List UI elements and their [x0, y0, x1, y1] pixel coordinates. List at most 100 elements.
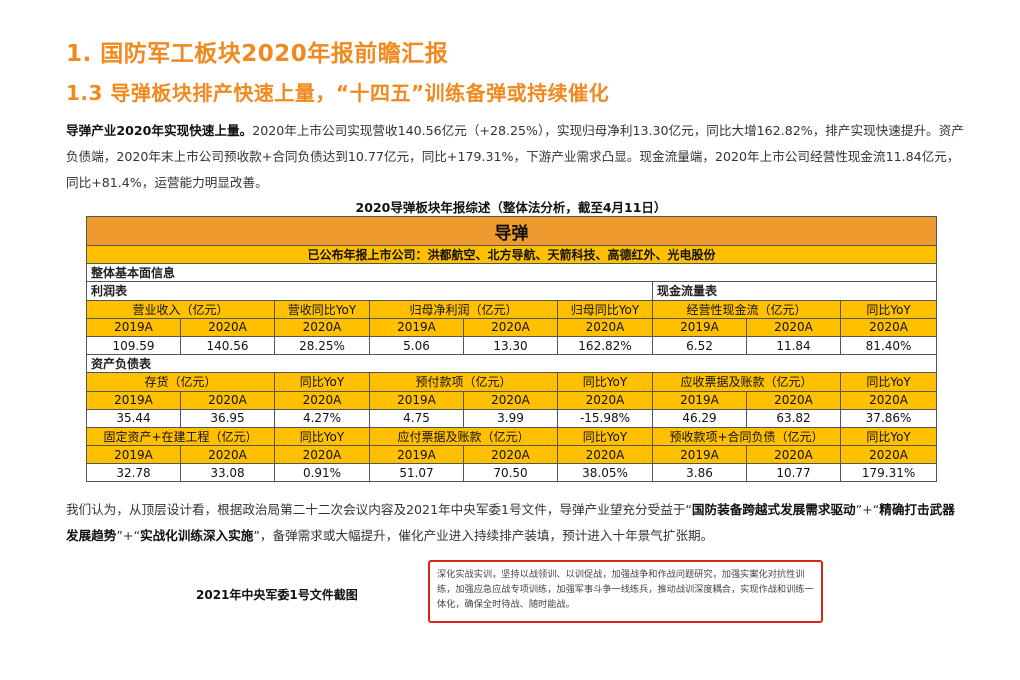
value-cell: 6.52: [652, 335, 747, 356]
table-year-row: 2019A 2020A 2020A 2019A 2020A 2020A 2019…: [86, 390, 938, 410]
header-cell: 经营性现金流（亿元）: [652, 299, 841, 319]
header-cell: 应付票据及账款（亿元）: [369, 426, 558, 447]
summary-paragraph: 导弹产业2020年实现快速上量。2020年上市公司实现营收140.56亿元（+2…: [66, 118, 966, 196]
value-cell: 28.25%: [274, 335, 370, 356]
table-year-row: 2019A 2020A 2020A 2019A 2020A 2020A 2019…: [86, 317, 938, 337]
conclusion-emphasis: 精确打击武器发展趋势: [66, 502, 955, 543]
header-cell: 同比YoY: [274, 426, 370, 447]
header-cell: 同比YoY: [839, 426, 938, 447]
year-cell: 2020A: [557, 390, 653, 410]
year-cell: 2019A: [369, 317, 464, 337]
table-row: 32.78 33.08 0.91% 51.07 70.50 38.05% 3.8…: [86, 463, 938, 483]
value-cell: 162.82%: [557, 335, 653, 356]
value-cell: 70.50: [463, 463, 558, 483]
conclusion-text: ”，备弹需求或大幅提升，催化产业进入持续排产装填，预计进入十年景气扩张期。: [253, 528, 714, 543]
header-cell: 预收款项+合同负债（亿元）: [652, 426, 841, 447]
header-cell: 同比YoY: [839, 372, 938, 392]
header-cell: 营业收入（亿元）: [86, 299, 275, 319]
value-cell: 81.40%: [839, 335, 938, 356]
header-cell: 同比YoY: [557, 426, 653, 447]
section-income: 利润表: [86, 281, 653, 301]
year-cell: 2019A: [86, 390, 181, 410]
value-cell: 5.06: [369, 335, 464, 356]
year-cell: 2020A: [557, 445, 653, 465]
header-cell: 存货（亿元）: [86, 372, 275, 392]
figure-caption: 2021年中央军委1号文件截图: [196, 588, 358, 602]
year-cell: 2020A: [746, 445, 841, 465]
financial-table: 导弹 已公布年报上市公司：洪都航空、北方导航、天箭科技、高德红外、光电股份 整体…: [85, 216, 938, 483]
value-cell: 3.99: [463, 408, 558, 428]
value-cell: 33.08: [180, 463, 275, 483]
value-cell: 35.44: [86, 408, 181, 428]
header-cell: 应收票据及账款（亿元）: [652, 372, 841, 392]
year-cell: 2020A: [839, 390, 938, 410]
year-cell: 2020A: [557, 317, 653, 337]
year-cell: 2020A: [463, 445, 558, 465]
value-cell: 4.75: [369, 408, 464, 428]
value-cell: -15.98%: [557, 408, 653, 428]
conclusion-emphasis: 国防装备跨越式发展需求驱动: [691, 502, 856, 517]
year-cell: 2020A: [274, 445, 370, 465]
year-cell: 2019A: [86, 445, 181, 465]
companies-row: 已公布年报上市公司：洪都航空、北方导航、天箭科技、高德红外、光电股份: [85, 244, 938, 265]
year-cell: 2019A: [652, 317, 747, 337]
quote-text: 深化实战实训，坚持以战领训、以训促战，加强战争和作战问题研究，加强实案化对抗性训…: [437, 569, 814, 610]
value-cell: 46.29: [652, 408, 747, 428]
table-header-row: 营业收入（亿元） 营收同比YoY 归母净利润（亿元） 归母同比YoY 经营性现金…: [86, 299, 938, 319]
value-cell: 10.77: [746, 463, 841, 483]
conclusion-text: ”+“: [855, 502, 880, 517]
subsection-heading: 1.3 导弹板块排产快速上量，“十四五”训练备弹或持续催化: [66, 81, 610, 105]
year-cell: 2019A: [369, 445, 464, 465]
conclusion-paragraph: 我们认为，从顶层设计看，根据政治局第二十二次会议内容及2021年中央军委1号文件…: [66, 497, 966, 549]
year-cell: 2020A: [746, 390, 841, 410]
header-cell: 营收同比YoY: [274, 299, 370, 319]
year-cell: 2020A: [463, 390, 558, 410]
summary-lead: 导弹产业2020年实现快速上量。: [66, 123, 253, 138]
table-row: 35.44 36.95 4.27% 4.75 3.99 -15.98% 46.2…: [86, 408, 938, 428]
conclusion-text: ”+“: [116, 528, 140, 543]
table-header-row: 固定资产+在建工程（亿元） 同比YoY 应付票据及账款（亿元） 同比YoY 预收…: [86, 426, 938, 447]
header-cell: 归母同比YoY: [557, 299, 653, 319]
conclusion-emphasis: 实战化训练深入实施: [139, 528, 254, 543]
section-balance: 资产负债表: [85, 354, 938, 374]
year-cell: 2020A: [274, 317, 370, 337]
conclusion-text: 我们认为，从顶层设计看，根据政治局第二十二次会议内容及2021年中央军委1号文件…: [66, 502, 692, 517]
header-cell: 同比YoY: [839, 299, 938, 319]
table-year-row: 2019A 2020A 2020A 2019A 2020A 2020A 2019…: [86, 445, 938, 465]
value-cell: 36.95: [180, 408, 275, 428]
header-cell: 固定资产+在建工程（亿元）: [86, 426, 275, 447]
year-cell: 2019A: [86, 317, 181, 337]
table-header-row: 存货（亿元） 同比YoY 预付款项（亿元） 同比YoY 应收票据及账款（亿元） …: [86, 372, 938, 392]
value-cell: 51.07: [369, 463, 464, 483]
value-cell: 0.91%: [274, 463, 370, 483]
section-overview: 整体基本面信息: [85, 263, 938, 283]
year-cell: 2019A: [369, 390, 464, 410]
year-cell: 2020A: [180, 390, 275, 410]
value-cell: 109.59: [86, 335, 181, 356]
year-cell: 2020A: [463, 317, 558, 337]
year-cell: 2020A: [839, 445, 938, 465]
year-cell: 2020A: [180, 317, 275, 337]
value-cell: 37.86%: [839, 408, 938, 428]
document-quote-box: 深化实战实训，坚持以战领训、以训促战，加强战争和作战问题研究，加强实案化对抗性训…: [428, 560, 823, 623]
header-cell: 同比YoY: [274, 372, 370, 392]
value-cell: 11.84: [746, 335, 841, 356]
value-cell: 38.05%: [557, 463, 653, 483]
value-cell: 140.56: [180, 335, 275, 356]
table-title: 2020导弹板块年报综述（整体法分析，截至4月11日）: [355, 200, 667, 215]
year-cell: 2019A: [652, 390, 747, 410]
year-cell: 2020A: [839, 317, 938, 337]
summary-body: 2020年上市公司实现营收140.56亿元（+28.25%），实现归母净利13.…: [66, 123, 964, 190]
year-cell: 2019A: [652, 445, 747, 465]
header-cell: 同比YoY: [557, 372, 653, 392]
header-cell: 预付款项（亿元）: [369, 372, 558, 392]
section-cashflow: 现金流量表: [651, 281, 938, 301]
table-row: 109.59 140.56 28.25% 5.06 13.30 162.82% …: [86, 335, 938, 356]
value-cell: 179.31%: [839, 463, 938, 483]
year-cell: 2020A: [274, 390, 370, 410]
header-cell: 归母净利润（亿元）: [369, 299, 558, 319]
section-heading: 1. 国防军工板块2020年报前瞻汇报: [66, 41, 449, 67]
year-cell: 2020A: [746, 317, 841, 337]
value-cell: 32.78: [86, 463, 181, 483]
sector-header: 导弹: [85, 216, 938, 246]
